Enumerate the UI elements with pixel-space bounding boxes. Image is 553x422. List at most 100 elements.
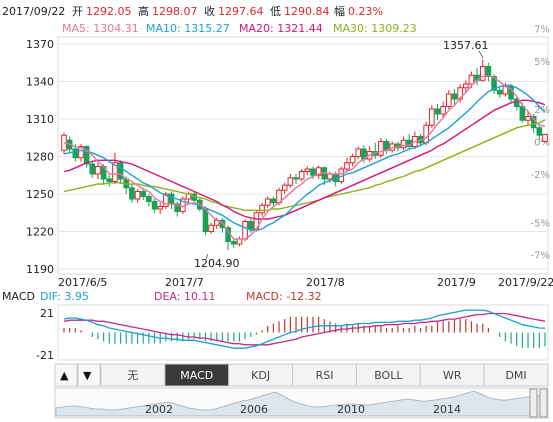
dea-legend: DEA: 10.11 — [154, 290, 215, 303]
candle-body — [485, 66, 492, 77]
candle-body — [304, 168, 311, 172]
candle-body — [151, 201, 158, 210]
change-label: 幅 — [334, 5, 345, 18]
percent-tick: -5% — [531, 218, 550, 229]
percent-tick: -7% — [531, 251, 550, 262]
ma20-line — [63, 99, 546, 220]
year-label: 2010 — [337, 403, 365, 416]
low-value: 1290.84 — [284, 5, 330, 18]
candle-body — [349, 156, 356, 164]
ma-lines — [63, 74, 546, 240]
year-label: 2014 — [433, 403, 461, 416]
macd-lines — [63, 309, 546, 349]
candle-body — [479, 66, 486, 81]
date-label: 2017/9 — [437, 276, 476, 289]
percent-tick: 0% — [534, 138, 550, 149]
candle-body — [327, 173, 333, 180]
price-tick: 1370 — [26, 38, 54, 51]
candle-body — [429, 108, 435, 126]
tab-label: 无 — [127, 369, 138, 382]
navigator-handle-right[interactable] — [539, 388, 548, 418]
max-price-pointer — [478, 50, 484, 59]
candle-body — [202, 208, 209, 232]
price-axis: 1370 1340 1310 1280 1250 1220 1190 — [26, 38, 54, 276]
candle-body — [293, 177, 299, 180]
ma10-legend: MA10: 1315.27 — [146, 22, 230, 35]
overview-navigator[interactable]: 2002 2006 2010 2014 — [54, 387, 549, 419]
ma5-line — [63, 74, 546, 240]
tab-label: RSI — [316, 369, 334, 382]
ma-legend: MA5: 1304.31 MA10: 1315.27 MA20: 1321.44… — [62, 22, 417, 35]
open-label: 开 — [72, 5, 83, 18]
price-tick: 1280 — [26, 151, 54, 164]
candle-body — [208, 224, 214, 232]
tab-label: DMI — [505, 369, 526, 382]
macd-panel — [57, 304, 549, 361]
tab-label: KDJ — [251, 369, 270, 382]
candle-body — [446, 93, 452, 107]
candle-body — [315, 167, 322, 176]
price-tick: 1250 — [26, 188, 54, 201]
price-tick: 1310 — [26, 113, 54, 126]
scroll-up-button[interactable] — [54, 363, 78, 387]
candle-body — [72, 148, 79, 159]
candle-body — [434, 108, 441, 115]
percent-tick: -2% — [531, 170, 550, 181]
year-label: 2002 — [145, 403, 173, 416]
candle-body — [525, 116, 531, 121]
candle-body — [129, 187, 135, 200]
price-panel — [57, 36, 549, 275]
date-label: 2017/8 — [306, 276, 345, 289]
candle-body — [146, 196, 152, 202]
candle-body — [287, 177, 294, 186]
candle-body — [491, 76, 497, 91]
candle-body — [270, 198, 277, 204]
low-label: 低 — [270, 5, 281, 18]
candle-body — [451, 93, 458, 100]
candle-body — [236, 238, 243, 245]
quote-header: 2017/09/22 开 1292.05 高 1298.07 收 1297.64… — [2, 4, 383, 18]
candle-body — [95, 166, 101, 175]
date-label: 2017/6/5 — [58, 276, 107, 289]
candle-body — [264, 198, 271, 206]
max-price-annotation: 1357.61 — [443, 39, 489, 52]
tab-dmi[interactable] — [483, 363, 549, 387]
navigator-handle-left[interactable] — [529, 388, 538, 418]
macd-axis-top: 21 — [40, 307, 54, 320]
candle-body — [378, 141, 384, 156]
ma30-legend: MA30: 1309.23 — [333, 22, 417, 35]
price-tick: 1340 — [26, 76, 54, 89]
quote-date: 2017/09/22 — [2, 5, 65, 18]
candle-body — [134, 191, 141, 200]
candle-body — [536, 127, 543, 136]
candle-body — [259, 204, 265, 214]
close-label: 收 — [204, 4, 215, 18]
macd-histogram — [63, 316, 546, 349]
tab-label: BOLL — [374, 369, 403, 382]
price-tick: 1190 — [26, 263, 54, 276]
change-value: 0.23% — [348, 5, 383, 18]
candle-body — [157, 206, 163, 210]
ma10-line — [63, 84, 546, 231]
candle-body — [140, 191, 147, 197]
percent-tick: 5% — [534, 57, 550, 68]
candle-body — [496, 89, 503, 95]
year-label: 2006 — [240, 403, 268, 416]
scroll-down-button[interactable] — [77, 363, 101, 387]
triangle-up-icon: ▲ — [60, 369, 69, 382]
min-price-annotation: 1204.90 — [194, 257, 240, 270]
ma30-line — [63, 119, 546, 211]
candle-body — [106, 178, 113, 182]
candle-body — [247, 221, 254, 230]
tab-label: MACD — [180, 369, 213, 382]
candle-body — [174, 203, 180, 212]
ma20-legend: MA20: 1321.44 — [239, 22, 323, 35]
dif-legend: DIF: 3.95 — [40, 290, 89, 303]
candle-body — [112, 162, 118, 182]
percent-axis: 7% 5% 2% 0% -2% -5% -7% — [531, 24, 550, 261]
close-value: 1297.64 — [218, 5, 264, 18]
candle-body — [513, 98, 520, 107]
open-value: 1292.05 — [86, 5, 132, 18]
candle-body — [519, 106, 526, 121]
